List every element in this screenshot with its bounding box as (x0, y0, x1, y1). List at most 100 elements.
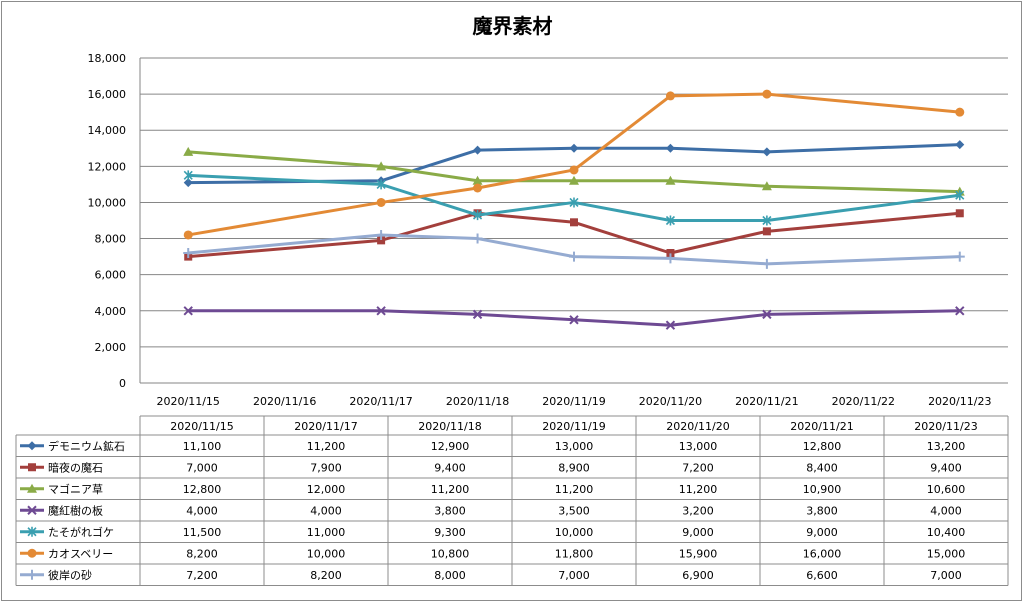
data-point (569, 315, 579, 325)
legend-label: マゴニア草 (48, 482, 103, 496)
data-point (183, 248, 194, 258)
table-header-cell: 2020/11/23 (914, 420, 977, 433)
data-point (27, 441, 37, 451)
table-value-cell: 3,800 (806, 504, 838, 517)
table-header-cell: 2020/11/15 (170, 420, 233, 433)
data-point (665, 175, 676, 185)
x-tick-label: 2020/11/16 (253, 395, 316, 408)
data-point (376, 306, 386, 316)
data-point (376, 197, 386, 207)
table-value-cell: 11,200 (431, 483, 470, 496)
table-value-cell: 10,800 (431, 547, 470, 560)
table-header-cell: 2020/11/18 (418, 420, 481, 433)
data-point (472, 210, 483, 221)
data-point (569, 197, 579, 208)
data-point (665, 215, 676, 226)
table-value-cell: 10,900 (803, 483, 842, 496)
y-tick-label: 16,000 (88, 88, 127, 101)
data-point (27, 548, 37, 558)
y-tick-label: 4,000 (95, 305, 127, 318)
data-point (28, 463, 36, 472)
x-tick-label: 2020/11/22 (832, 395, 895, 408)
data-point (762, 227, 771, 236)
legend-label: 暗夜の魔石 (48, 460, 103, 474)
table-value-cell: 11,800 (555, 547, 594, 560)
x-tick-label: 2020/11/20 (639, 395, 702, 408)
table-value-cell: 9,400 (930, 461, 962, 474)
data-point (472, 309, 483, 320)
x-tick-label: 2020/11/19 (542, 395, 605, 408)
data-point (570, 218, 578, 227)
data-point (955, 209, 964, 218)
y-tick-label: 6,000 (95, 269, 127, 282)
data-point (183, 230, 193, 240)
table-value-cell: 7,000 (186, 461, 218, 474)
data-point (762, 215, 772, 226)
table-value-cell: 10,600 (927, 483, 966, 496)
table-header-cell: 2020/11/19 (542, 420, 605, 433)
table-value-cell: 10,000 (307, 547, 346, 560)
table-value-cell: 11,500 (183, 526, 222, 539)
table-value-cell: 12,900 (431, 440, 470, 453)
data-point (569, 175, 579, 185)
data-point (27, 569, 37, 580)
y-tick-label: 0 (119, 377, 126, 390)
table-header-cell: 2020/11/20 (666, 420, 729, 433)
table-value-cell: 8,000 (434, 569, 466, 582)
table-value-cell: 7,200 (682, 461, 714, 474)
data-point (183, 170, 193, 181)
table-value-cell: 11,000 (307, 526, 346, 539)
y-tick-label: 2,000 (95, 341, 127, 354)
table-header-cell: 2020/11/21 (790, 420, 853, 433)
data-point (376, 179, 386, 190)
table-value-cell: 8,900 (558, 461, 590, 474)
chart-title: 魔界素材 (472, 14, 553, 38)
table-value-cell: 13,000 (555, 440, 594, 453)
table-value-cell: 10,400 (927, 526, 966, 539)
table-value-cell: 4,000 (310, 504, 342, 517)
y-tick-label: 8,000 (95, 233, 127, 246)
table-value-cell: 10,000 (555, 526, 594, 539)
data-point (665, 143, 675, 153)
table-value-cell: 9,000 (682, 526, 714, 539)
series-line (188, 309, 960, 327)
data-point (762, 309, 772, 320)
y-tick-label: 18,000 (88, 52, 127, 65)
table-value-cell: 15,900 (679, 547, 718, 560)
table-value-cell: 16,000 (803, 547, 842, 560)
table-value-cell: 9,300 (434, 526, 466, 539)
data-point (569, 143, 579, 153)
data-point (955, 306, 965, 316)
legend-label: カオスベリー (48, 547, 113, 560)
table-value-cell: 9,000 (806, 526, 838, 539)
table-value-cell: 9,400 (434, 461, 466, 474)
table-value-cell: 3,200 (682, 504, 714, 517)
data-point (183, 146, 194, 156)
table-value-cell: 13,200 (927, 440, 966, 453)
table-value-cell: 7,900 (310, 461, 342, 474)
table-value-cell: 8,200 (310, 569, 342, 582)
table-value-cell: 11,200 (307, 440, 346, 453)
legend-label: たそがれゴケ (48, 525, 114, 539)
y-tick-label: 12,000 (88, 160, 127, 173)
data-point (665, 91, 675, 101)
table-value-cell: 8,400 (806, 461, 838, 474)
data-point (666, 249, 675, 257)
table-value-cell: 7,000 (930, 569, 962, 582)
data-point (665, 253, 676, 264)
data-point (762, 147, 772, 157)
data-point (761, 181, 772, 191)
table-value-cell: 11,200 (555, 483, 594, 496)
data-point (761, 258, 772, 269)
data-point (27, 526, 37, 537)
data-point (377, 236, 386, 245)
x-tick-label: 2020/11/18 (446, 395, 509, 408)
table-value-cell: 12,800 (183, 483, 222, 496)
table-value-cell: 3,800 (434, 504, 466, 517)
series-line (187, 92, 960, 237)
table-value-cell: 11,200 (679, 483, 718, 496)
legend-label: 魔紅樹の板 (48, 503, 103, 517)
data-point (183, 178, 193, 188)
